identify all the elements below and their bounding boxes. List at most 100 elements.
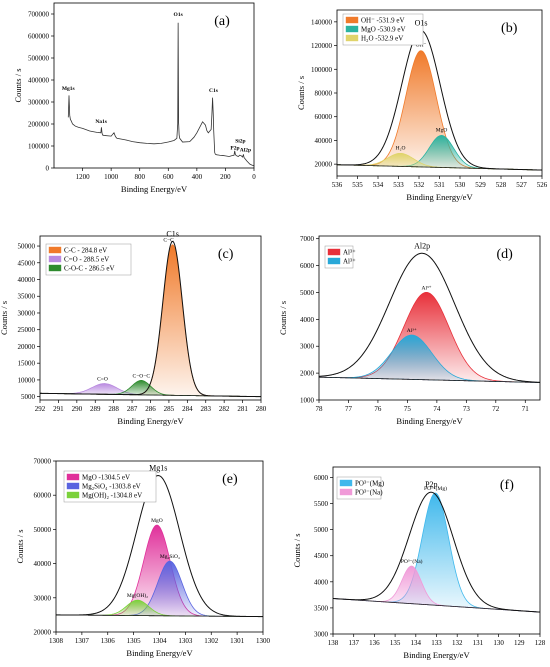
plot-area-c [40, 240, 261, 398]
y-tick-label-e: 50000 [34, 526, 52, 534]
x-tick-label-f: 135 [390, 639, 401, 647]
legend-swatch-e-0 [66, 473, 80, 481]
y-tick-label-c: 20000 [18, 343, 36, 351]
x-tick-label-e: 1307 [75, 637, 90, 645]
x-tick-label-c: 288 [108, 405, 119, 413]
y-tick-label-f: 3000 [314, 631, 329, 639]
y-tick-label-a: 0 [46, 165, 50, 173]
legend-swatch-b-2 [345, 34, 359, 42]
panel-a: 1200 1000 800 600 400 200 0 0 100000 200000 300000… [13, 2, 256, 194]
peak-annotation-a-4: Si2p [235, 139, 245, 145]
x-tick-label-e: 1306 [101, 637, 116, 645]
legend-swatch-c-1 [48, 255, 62, 263]
axes-frame-a [53, 2, 255, 169]
y-tick-label-c: 5000 [21, 393, 36, 401]
y-tick-label-e: 70000 [34, 458, 52, 466]
y-tick-label-d: 5000 [300, 289, 315, 297]
x-axis-label-d: Binding Energy/eV [396, 416, 463, 426]
axes-frame-d [318, 235, 541, 401]
peak-label-e-0: MgO [151, 518, 163, 524]
envelope-line-e [56, 475, 263, 618]
y-axis-label-c: Counts / s [0, 301, 9, 335]
x-tick-label-b: 532 [414, 181, 425, 189]
y-tick-label-c: 10000 [18, 376, 36, 384]
legend-entry-f-0: PO³⁻(Mg) [355, 480, 385, 488]
peak-label-f-0: PO³⁻(Mg) [424, 485, 447, 492]
peak-label-b-0: OH⁻ [416, 43, 427, 49]
y-tick-label-e: 40000 [34, 560, 52, 568]
y-tick-label-a: 400000 [28, 77, 50, 85]
peak-annotation-a-3: Na1s [95, 119, 107, 125]
component-peak-f-0 [333, 492, 540, 613]
y-tick-label-f: 5000 [314, 526, 329, 534]
legend-entry-d-0: Al³⁺ [343, 249, 356, 257]
y-tick-label-b: 120000 [311, 42, 333, 50]
panel-label-a: (a) [214, 14, 230, 29]
legend-swatch-e-2 [66, 491, 80, 499]
y-axis-label-a: Counts / s [13, 68, 23, 102]
y-tick-label-f: 3500 [314, 604, 329, 612]
x-tick-label-d: 75 [404, 405, 412, 413]
y-axis-label-e: Counts / s [15, 529, 25, 563]
peak-annotation-a-0: O1s [174, 12, 183, 18]
y-axis-label-d: Counts / s [278, 301, 288, 335]
x-tick-label-e: 1303 [178, 637, 193, 645]
plot-area-f [333, 491, 540, 613]
x-tick-label-f: 136 [369, 639, 380, 647]
peak-label-c-1: C=O [97, 377, 108, 383]
peak-label-b-1: MgO [436, 127, 448, 133]
peak-label-c-2: C−O−C [133, 373, 151, 379]
x-tick-label-c: 289 [90, 405, 101, 413]
x-tick-label-c: 291 [53, 405, 64, 413]
y-tick-label-c: 50000 [18, 243, 36, 251]
legend-entry-e-1: Mg₂SiO₄ -1303.8 eV [82, 483, 141, 491]
panel-c: C−CC=OC−O−CC-C - 284.8 eVC=O - 288.5 eVC… [0, 229, 267, 426]
y-tick-label-e: 20000 [34, 629, 52, 637]
legend-swatch-e-1 [66, 482, 80, 490]
legend-swatch-d-0 [327, 248, 341, 256]
x-axis-label-e: Binding Energy/eV [126, 648, 193, 658]
y-tick-label-f: 4500 [314, 552, 329, 560]
legend-entry-b-1: MgO -530.9 eV [361, 26, 406, 34]
y-tick-label-d: 1000 [300, 397, 315, 405]
x-tick-label-a: 1000 [104, 173, 119, 181]
x-tick-label-c: 282 [219, 405, 230, 413]
y-tick-label-a: 300000 [28, 99, 50, 107]
panel-label-f: (f) [500, 478, 514, 493]
peak-annotation-a-5: P2p [230, 145, 239, 151]
panel-f: PO³⁻(Mg)PO³⁻(Na)PO³⁻(Mg)PO³⁻(Na)138 137 13… [292, 466, 546, 660]
x-tick-label-e: 1302 [204, 637, 219, 645]
survey-spectrum-line [67, 22, 254, 167]
x-tick-label-b: 528 [496, 181, 507, 189]
envelope-line-f [333, 491, 540, 613]
legend-entry-d-1: Al³⁺ [343, 258, 356, 266]
panel-label-d: (d) [496, 247, 513, 262]
x-tick-label-f: 130 [493, 639, 504, 647]
plot-area-b [337, 30, 542, 171]
legend-entry-e-2: Mg(OH)₂ -1304.8 eV [82, 492, 142, 500]
panel-label-c: (c) [218, 247, 234, 262]
x-tick-label-d: 71 [522, 405, 530, 413]
x-tick-label-c: 285 [164, 405, 175, 413]
y-axis-label-f: Counts / s [292, 533, 302, 567]
x-tick-label-d: 74 [433, 405, 441, 413]
x-tick-label-b: 535 [352, 181, 363, 189]
y-tick-label-c: 30000 [18, 309, 36, 317]
peak-label-d-0: Al³⁺ [422, 284, 432, 291]
legend-swatch-b-0 [345, 16, 359, 24]
x-tick-label-a: 1200 [76, 173, 91, 181]
spectrum-title-e: Mg1s [149, 464, 167, 473]
x-tick-label-b: 527 [516, 181, 527, 189]
x-tick-label-e: 1305 [127, 637, 142, 645]
legend-entry-c-1: C=O - 288.5 eV [64, 256, 109, 264]
x-tick-label-a: 800 [134, 173, 145, 181]
peak-annotation-a-2: Mg1s [62, 86, 75, 92]
peak-label-f-1: PO³⁻(Na) [401, 558, 423, 565]
y-tick-label-f: 5500 [314, 500, 329, 508]
x-tick-label-e: 1301 [230, 637, 245, 645]
x-tick-label-f: 131 [473, 639, 484, 647]
panel-d: Al³⁺Al³⁺Al³⁺Al³⁺78 77 76 75 74 73 72 7110002000… [278, 235, 541, 426]
x-tick-label-d: 78 [316, 405, 324, 413]
peak-label-d-1: Al³⁺ [407, 327, 417, 334]
